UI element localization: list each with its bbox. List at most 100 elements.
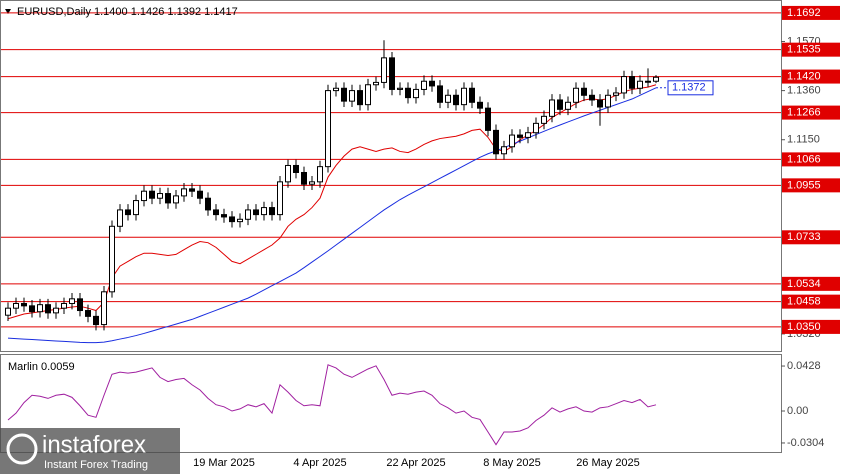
candle-body bbox=[125, 209, 131, 216]
candle-body bbox=[533, 122, 539, 134]
candle-body bbox=[309, 181, 315, 185]
candle-body bbox=[165, 193, 171, 204]
candle-body bbox=[277, 181, 283, 216]
candle-body bbox=[381, 57, 387, 83]
candle-body bbox=[77, 298, 83, 312]
indicator-title: Marlin 0.0059 bbox=[8, 361, 75, 373]
candle-body bbox=[581, 87, 587, 96]
watermark-tagline: Instant Forex Trading bbox=[44, 459, 148, 471]
candle-body bbox=[61, 303, 67, 309]
candle-body bbox=[5, 307, 11, 316]
candle-body bbox=[69, 298, 75, 305]
watermark-bg bbox=[0, 428, 180, 474]
candle-body bbox=[421, 80, 427, 90]
main-panel bbox=[0, 0, 782, 352]
candle-body bbox=[637, 80, 643, 89]
candle-body bbox=[109, 225, 115, 293]
watermark-brand: instaforex bbox=[42, 431, 146, 458]
candle-body bbox=[453, 94, 459, 106]
candle-body bbox=[181, 188, 187, 197]
candle-body bbox=[389, 57, 395, 90]
candle-body bbox=[213, 209, 219, 216]
candle-body bbox=[101, 291, 107, 326]
level-tag bbox=[782, 105, 840, 120]
indicator-line bbox=[7, 87, 657, 344]
candle-body bbox=[141, 190, 147, 202]
candle-body bbox=[573, 87, 579, 103]
candle-body bbox=[597, 99, 603, 108]
candle-body bbox=[37, 304, 43, 313]
candle-body bbox=[261, 207, 267, 216]
candle-body bbox=[21, 303, 27, 307]
candle-body bbox=[149, 190, 155, 199]
level-label: 1.1266 bbox=[787, 107, 821, 119]
y-tick-label: 0.00 bbox=[787, 405, 808, 417]
candle-body bbox=[341, 87, 347, 102]
candle-body bbox=[253, 209, 259, 216]
candle-body bbox=[237, 218, 243, 223]
candle-body bbox=[133, 200, 139, 216]
candle-body bbox=[429, 80, 435, 87]
candle-body bbox=[645, 80, 651, 83]
candle-body bbox=[517, 134, 523, 138]
candle-body bbox=[541, 115, 547, 124]
candle-body bbox=[565, 101, 571, 110]
y-tick-label: 1.1150 bbox=[787, 134, 820, 146]
candle-body bbox=[45, 304, 51, 314]
candle-body bbox=[589, 94, 595, 101]
x-tick-label: 4 Apr 2025 bbox=[293, 457, 346, 469]
candle-body bbox=[349, 90, 355, 102]
oscillator-line bbox=[7, 364, 657, 446]
level-tag bbox=[782, 42, 840, 57]
candle-body bbox=[413, 88, 419, 99]
x-tick-label: 19 Mar 2025 bbox=[193, 457, 255, 469]
candle-body bbox=[229, 216, 235, 223]
indicator-line bbox=[7, 84, 657, 320]
candle-body bbox=[373, 81, 379, 86]
level-label: 1.1066 bbox=[787, 153, 821, 165]
candle-body bbox=[317, 166, 323, 183]
candle-body bbox=[525, 132, 531, 138]
marks: 19 Mar 2025 4 Apr 2025 22 Apr 2025 8 May 20… bbox=[1, 5, 840, 469]
candle-body bbox=[13, 303, 19, 309]
candle-body bbox=[501, 146, 507, 155]
candle-body bbox=[29, 305, 35, 313]
candle-body bbox=[445, 94, 451, 103]
chart-title: EURUSD,Daily 1.1400 1.1426 1.1392 1.1417 bbox=[17, 6, 238, 18]
candle-body bbox=[301, 171, 307, 185]
watermark-logo bbox=[6, 433, 38, 465]
candle-body bbox=[325, 90, 331, 168]
level-tag bbox=[782, 319, 840, 334]
candle-body bbox=[485, 107, 491, 131]
candle-body bbox=[117, 209, 123, 227]
candle-body bbox=[621, 76, 627, 94]
watermark: instaforex Instant Forex Trading bbox=[0, 428, 180, 474]
candle-body bbox=[333, 87, 339, 92]
level-tag bbox=[782, 5, 840, 20]
candle-body bbox=[293, 164, 299, 173]
candle-body bbox=[605, 94, 611, 108]
candle-body bbox=[365, 84, 371, 106]
candle-body bbox=[93, 315, 99, 326]
level-label: 1.1535 bbox=[787, 44, 821, 56]
candle-body bbox=[493, 129, 499, 155]
candle-body bbox=[221, 214, 227, 218]
candle-body bbox=[613, 92, 619, 96]
x-tick-label: 22 Apr 2025 bbox=[386, 457, 445, 469]
y-tick-label: -0.0304 bbox=[787, 437, 824, 449]
line-label: 1.1372 bbox=[672, 82, 706, 94]
candle-body bbox=[245, 209, 251, 220]
level-label: 1.0955 bbox=[787, 179, 821, 191]
x-tick-label: 26 May 2025 bbox=[576, 457, 640, 469]
candle-body bbox=[557, 99, 563, 110]
level-label: 1.0350 bbox=[787, 321, 821, 333]
candle-body bbox=[461, 87, 467, 106]
candle-body bbox=[205, 197, 211, 211]
candle-body bbox=[197, 190, 203, 199]
menu-triangle bbox=[5, 9, 11, 14]
candle-body bbox=[357, 90, 363, 106]
candle-body bbox=[477, 101, 483, 109]
level-label: 1.0733 bbox=[787, 231, 821, 243]
candle-body bbox=[549, 99, 555, 117]
y-tick-label: 1.1360 bbox=[787, 85, 821, 97]
